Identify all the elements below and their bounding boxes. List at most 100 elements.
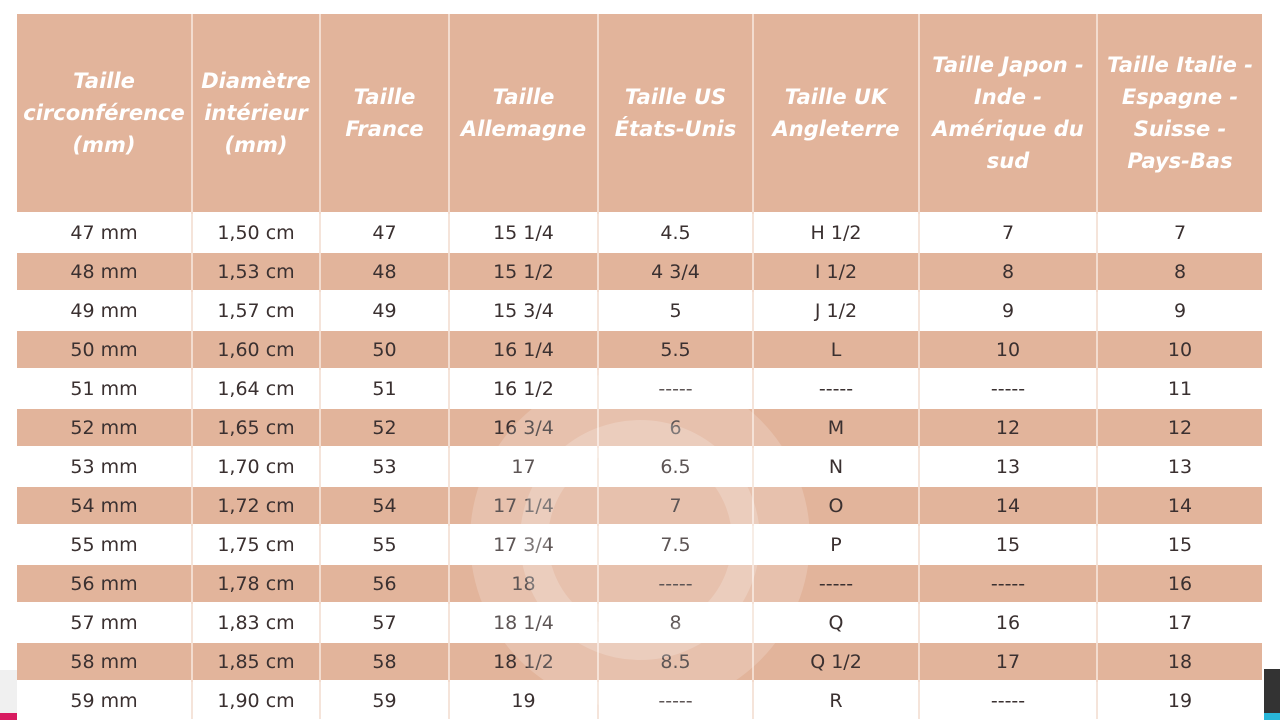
table-row: 48 mm 1,53 cm 48 15 1/2 4 3/4 I 1/2 8 8: [17, 251, 1262, 291]
cell-diameter: 1,78 cm: [191, 563, 320, 603]
cell-france: 47: [319, 212, 449, 252]
header-france: Taille France: [319, 14, 449, 213]
cell-us: 8.5: [597, 641, 753, 681]
cell-france: 51: [319, 368, 449, 408]
cell-diameter: 1,57 cm: [191, 290, 320, 330]
left-pink-bar: [0, 713, 17, 720]
cell-japan: -----: [918, 680, 1097, 719]
cell-uk: P: [752, 524, 919, 564]
cell-germany: 17 3/4: [448, 524, 598, 564]
cell-uk: I 1/2: [752, 251, 919, 291]
cell-france: 58: [319, 641, 449, 681]
header-us: Taille US États-Unis: [597, 14, 753, 213]
cell-uk: M: [752, 407, 919, 447]
cell-germany: 15 1/4: [448, 212, 598, 252]
cell-us: 8: [597, 602, 753, 642]
cell-japan: 17: [918, 641, 1097, 681]
cell-france: 57: [319, 602, 449, 642]
cell-diameter: 1,70 cm: [191, 446, 320, 486]
cell-diameter: 1,60 cm: [191, 329, 320, 369]
cell-diameter: 1,64 cm: [191, 368, 320, 408]
cell-germany: 18 1/2: [448, 641, 598, 681]
cell-circumference: 51 mm: [17, 368, 192, 408]
cell-japan: 13: [918, 446, 1097, 486]
cell-germany: 15 3/4: [448, 290, 598, 330]
cell-us: 7.5: [597, 524, 753, 564]
cell-france: 52: [319, 407, 449, 447]
cell-italy: 16: [1096, 563, 1262, 603]
table-row: 56 mm 1,78 cm 56 18 ----- ----- ----- 16: [17, 563, 1262, 603]
cell-japan: 8: [918, 251, 1097, 291]
cell-germany: 16 1/2: [448, 368, 598, 408]
cell-diameter: 1,65 cm: [191, 407, 320, 447]
table-row: 52 mm 1,65 cm 52 16 3/4 6 M 12 12: [17, 407, 1262, 447]
cell-france: 59: [319, 680, 449, 719]
cell-japan: 7: [918, 212, 1097, 252]
cell-japan: 16: [918, 602, 1097, 642]
cell-japan: 10: [918, 329, 1097, 369]
cell-japan: -----: [918, 368, 1097, 408]
cell-us: 6.5: [597, 446, 753, 486]
cell-italy: 11: [1096, 368, 1262, 408]
cell-uk: -----: [752, 368, 919, 408]
cell-japan: 12: [918, 407, 1097, 447]
cell-france: 56: [319, 563, 449, 603]
cell-germany: 19: [448, 680, 598, 719]
cell-uk: O: [752, 485, 919, 525]
cell-germany: 18: [448, 563, 598, 603]
cell-uk: Q: [752, 602, 919, 642]
cell-us: -----: [597, 680, 753, 719]
cell-germany: 17 1/4: [448, 485, 598, 525]
cell-us: 4.5: [597, 212, 753, 252]
cell-france: 54: [319, 485, 449, 525]
header-uk: Taille UK Angleterre: [752, 14, 919, 213]
header-circumference: Taille circonférence (mm): [17, 14, 192, 213]
cell-circumference: 53 mm: [17, 446, 192, 486]
table-row: 49 mm 1,57 cm 49 15 3/4 5 J 1/2 9 9: [17, 290, 1262, 330]
cell-italy: 15: [1096, 524, 1262, 564]
table-row: 54 mm 1,72 cm 54 17 1/4 7 O 14 14: [17, 485, 1262, 525]
table-row: 51 mm 1,64 cm 51 16 1/2 ----- ----- ----- 11: [17, 368, 1262, 408]
cell-circumference: 48 mm: [17, 251, 192, 291]
table-row: 58 mm 1,85 cm 58 18 1/2 8.5 Q 1/2 17 18: [17, 641, 1262, 681]
cell-uk: L: [752, 329, 919, 369]
cell-circumference: 57 mm: [17, 602, 192, 642]
cell-japan: -----: [918, 563, 1097, 603]
cell-circumference: 52 mm: [17, 407, 192, 447]
table-row: 53 mm 1,70 cm 53 17 6.5 N 13 13: [17, 446, 1262, 486]
cell-diameter: 1,85 cm: [191, 641, 320, 681]
header-japan: Taille Japon - Inde - Amérique du sud: [918, 14, 1097, 213]
cell-circumference: 49 mm: [17, 290, 192, 330]
cell-italy: 19: [1096, 680, 1262, 719]
cell-circumference: 56 mm: [17, 563, 192, 603]
table-row: 47 mm 1,50 cm 47 15 1/4 4.5 H 1/2 7 7: [17, 212, 1262, 252]
cell-circumference: 54 mm: [17, 485, 192, 525]
cell-germany: 17: [448, 446, 598, 486]
cell-italy: 17: [1096, 602, 1262, 642]
header-italy: Taille Italie - Espagne - Suisse - Pays-…: [1096, 14, 1262, 213]
table-body: 47 mm 1,50 cm 47 15 1/4 4.5 H 1/2 7 7 48 mm 1,53 …: [17, 212, 1262, 719]
cell-us: 4 3/4: [597, 251, 753, 291]
cell-circumference: 50 mm: [17, 329, 192, 369]
cell-italy: 8: [1096, 251, 1262, 291]
cell-japan: 9: [918, 290, 1097, 330]
right-edge-decoration: [1264, 669, 1280, 713]
table-row: 59 mm 1,90 cm 59 19 ----- R ----- 19: [17, 680, 1262, 719]
cell-diameter: 1,53 cm: [191, 251, 320, 291]
header-germany: Taille Allemagne: [448, 14, 598, 213]
cell-uk: R: [752, 680, 919, 719]
cell-circumference: 59 mm: [17, 680, 192, 719]
cell-diameter: 1,83 cm: [191, 602, 320, 642]
cell-italy: 9: [1096, 290, 1262, 330]
cell-italy: 12: [1096, 407, 1262, 447]
cell-germany: 16 1/4: [448, 329, 598, 369]
cell-italy: 13: [1096, 446, 1262, 486]
ring-size-table: Taille circonférence (mm) Diamètre intér…: [17, 14, 1262, 719]
cell-italy: 14: [1096, 485, 1262, 525]
cell-france: 50: [319, 329, 449, 369]
cell-diameter: 1,50 cm: [191, 212, 320, 252]
cell-circumference: 47 mm: [17, 212, 192, 252]
cell-us: 5.5: [597, 329, 753, 369]
cell-us: 6: [597, 407, 753, 447]
left-edge-decoration: [0, 670, 17, 720]
